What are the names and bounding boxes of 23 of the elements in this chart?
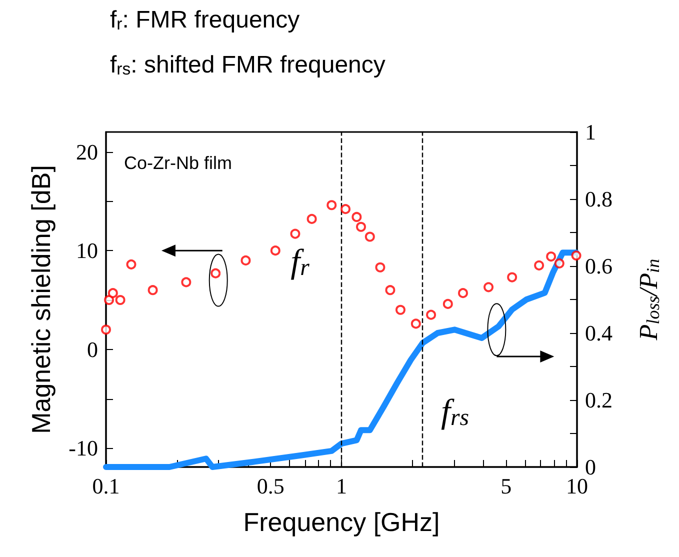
annotation: frs: [441, 394, 469, 431]
y2-axis-title: Ploss/Pin: [634, 258, 664, 342]
y2-tick-label: 0.2: [585, 388, 612, 412]
x-tick-label: 0.5: [256, 474, 284, 498]
y-tick-label: 10: [76, 238, 98, 264]
x-tick-label: 5: [500, 474, 512, 498]
x-tick-label: 10: [566, 474, 588, 498]
x-tick-label: 1: [336, 474, 347, 498]
annotation: fr: [290, 244, 310, 281]
y-axis-title: Magnetic shielding [dB]: [26, 165, 56, 434]
text: fr: FMR frequency: [110, 6, 300, 34]
annotation: Co-Zr-Nb film: [124, 153, 232, 173]
y-tick-label: -10: [68, 436, 98, 461]
y-tick-label: 20: [76, 139, 98, 164]
y2-tick-label: 0: [585, 454, 596, 480]
text: frs: shifted FMR frequency: [110, 52, 386, 79]
y2-tick-label: 0.6: [585, 254, 612, 278]
y-tick-label: 0: [87, 336, 98, 362]
x-axis-title: Frequency [GHz]: [243, 507, 440, 537]
y2-tick-label: 0.8: [585, 186, 612, 212]
x-tick-label: 0.1: [92, 474, 120, 498]
y2-tick-label: 0.4: [585, 320, 612, 346]
y2-tick-label: 1: [585, 120, 596, 144]
